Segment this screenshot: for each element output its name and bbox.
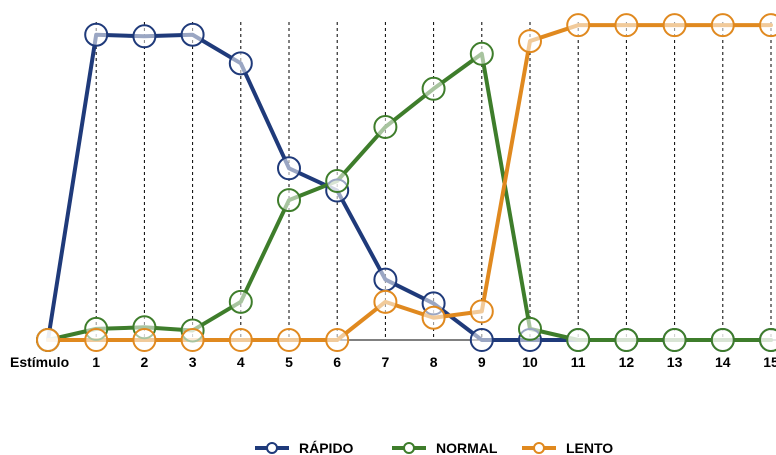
data-point	[518, 29, 542, 54]
x-tick-label: 11	[571, 354, 586, 370]
x-tick-label: 14	[715, 354, 731, 370]
legend-item: LENTO	[522, 440, 613, 455]
x-tick-label: 9	[478, 354, 486, 370]
data-point	[84, 22, 109, 47]
legend-marker	[403, 442, 415, 454]
series-markers-1	[36, 41, 776, 352]
data-point	[759, 13, 776, 38]
legend: RÁPIDO NORMAL LENTO	[255, 440, 613, 455]
data-point	[614, 13, 639, 38]
data-point	[180, 328, 205, 352]
series-line	[46, 32, 773, 342]
data-point	[373, 289, 398, 314]
legend-marker	[533, 442, 545, 454]
x-axis-ticks: 1 2 3 4 5 6 7 8 9 10 11 12 13 14 15	[92, 354, 776, 370]
x-axis-label: Estímulo	[10, 354, 69, 370]
x-tick-label: 7	[382, 354, 390, 370]
series-layer	[36, 13, 776, 352]
x-tick-label: 5	[285, 354, 293, 370]
data-point	[710, 13, 735, 38]
data-point	[325, 169, 350, 193]
data-point	[325, 328, 350, 352]
x-tick-label: 15	[763, 354, 776, 370]
data-point	[518, 316, 542, 341]
data-point	[566, 13, 591, 38]
data-point	[228, 51, 253, 76]
data-point	[373, 267, 398, 292]
data-point	[228, 328, 253, 352]
data-point	[277, 156, 301, 181]
data-point	[373, 114, 398, 139]
series-1	[46, 51, 773, 342]
legend-item: NORMAL	[392, 440, 498, 455]
legend-item: RÁPIDO	[255, 440, 354, 455]
legend-marker	[266, 442, 278, 454]
data-point	[421, 76, 446, 101]
series-0	[46, 32, 773, 342]
x-tick-label: 2	[141, 354, 149, 370]
data-point	[469, 299, 494, 324]
data-point	[228, 289, 253, 314]
series-line	[46, 51, 773, 342]
data-point	[180, 22, 205, 47]
data-point	[566, 328, 591, 352]
data-point	[84, 328, 109, 352]
x-tick-label: 3	[189, 354, 197, 370]
data-point	[759, 328, 776, 352]
data-point	[614, 328, 639, 352]
data-point	[662, 13, 687, 38]
data-point	[277, 328, 301, 352]
legend-label: LENTO	[566, 440, 613, 455]
x-tick-label: 8	[430, 354, 438, 370]
data-point	[710, 328, 735, 352]
data-point	[132, 24, 157, 49]
data-point	[132, 328, 157, 352]
series-2	[46, 23, 773, 342]
data-point	[662, 328, 687, 352]
data-point	[277, 188, 301, 213]
x-tick-label: 4	[237, 354, 245, 370]
data-point	[421, 305, 446, 330]
x-tick-label: 1	[92, 354, 100, 370]
legend-label: NORMAL	[436, 440, 498, 455]
data-point	[469, 41, 494, 66]
series-markers-0	[36, 22, 776, 352]
x-tick-label: 12	[619, 354, 635, 370]
x-tick-label: 10	[522, 354, 538, 370]
data-point	[36, 328, 60, 352]
series-line	[46, 23, 773, 342]
series-markers-2	[36, 13, 776, 352]
x-tick-label: 6	[333, 354, 341, 370]
x-tick-label: 13	[667, 354, 683, 370]
data-point	[469, 328, 494, 352]
legend-label: RÁPIDO	[299, 440, 354, 455]
